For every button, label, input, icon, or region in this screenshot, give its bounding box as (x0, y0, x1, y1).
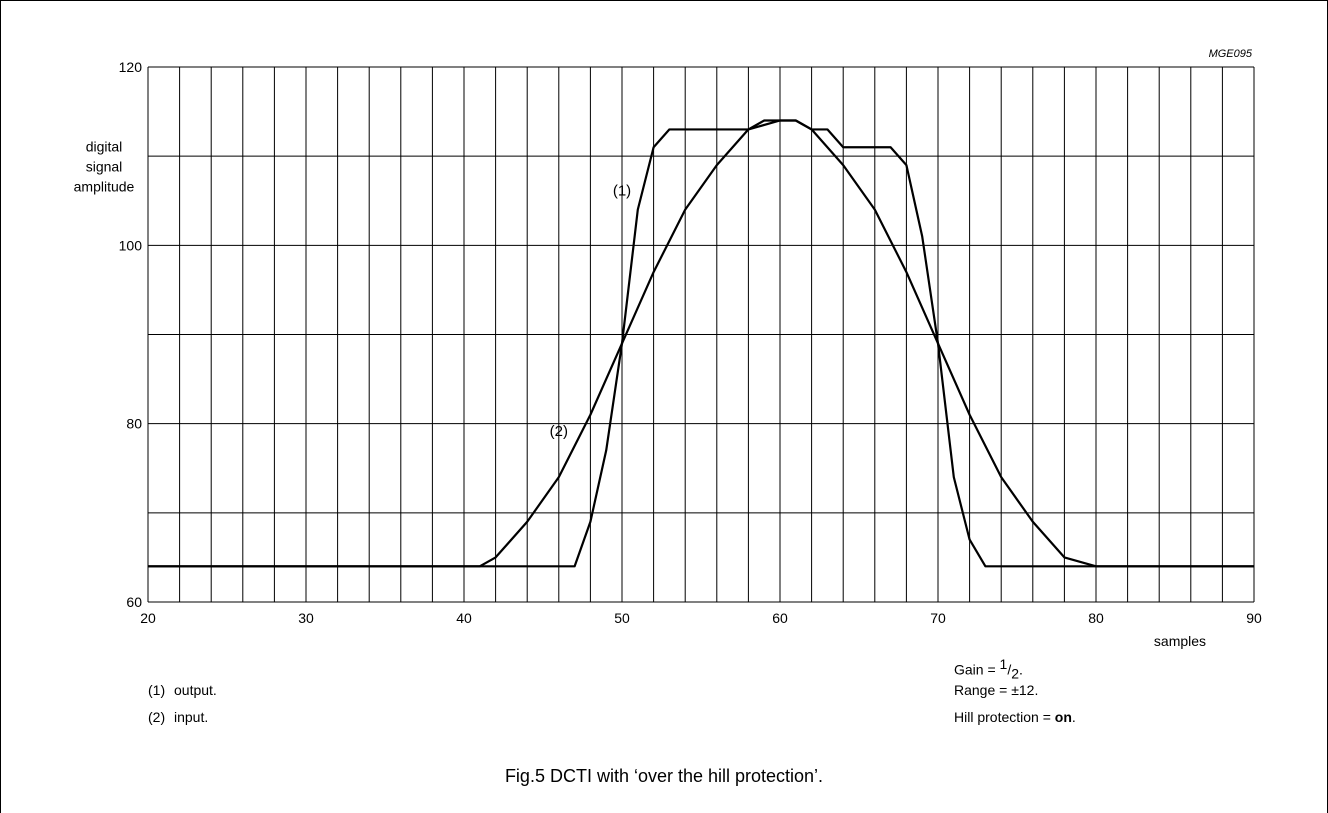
y-tick-label: 100 (119, 237, 143, 253)
chart-labels: 20 30 40 50 60 70 80 90 60 80 100 120 digital signal a… (74, 48, 1262, 649)
gain-prefix: Gain = (954, 661, 1000, 678)
gain-suffix: . (1019, 661, 1023, 678)
y-tick-label: 120 (119, 59, 143, 75)
y-axis-label: digital (86, 139, 123, 155)
x-tick-label: 80 (1088, 610, 1104, 626)
x-tick-label: 30 (298, 610, 314, 626)
chart-grid (147, 66, 1255, 603)
y-axis-label: signal (86, 159, 123, 175)
x-tick-label: 90 (1246, 610, 1262, 626)
legend-item-number: (1) (148, 682, 166, 698)
gain-parameter: Gain = 1/2. (954, 656, 1023, 682)
gain-numerator: 1 (999, 656, 1008, 672)
legend-item-output: (1) output. (148, 682, 217, 698)
x-tick-label: 40 (456, 610, 472, 626)
series-annotation-2: (2) (550, 423, 568, 440)
legend-item-input: (2) input. (148, 709, 208, 725)
hill-suffix: . (1071, 709, 1076, 725)
figure-code: MGE095 (1209, 48, 1253, 60)
y-axis-label: amplitude (74, 179, 135, 195)
hill-protection-parameter: Hill protection = on. (954, 709, 1076, 725)
legend-item-text: input. (174, 709, 209, 725)
gain-denominator: 2 (1011, 665, 1020, 682)
x-tick-label: 50 (614, 610, 630, 626)
x-axis-label: samples (1154, 633, 1206, 649)
hill-prefix: Hill protection = (954, 709, 1055, 725)
range-text: Range = ±12. (954, 682, 1039, 698)
chart-series (148, 119, 1254, 568)
legend-item-text: output. (174, 682, 217, 698)
series-line-2 (148, 119, 1254, 568)
y-tick-label: 80 (126, 416, 142, 432)
legend-item-number: (2) (148, 709, 166, 725)
x-tick-label: 70 (930, 610, 946, 626)
series-annotation-1: (1) (613, 182, 631, 199)
x-tick-label: 20 (140, 610, 156, 626)
figure-caption: Fig.5 DCTI with ‘over the hill protectio… (504, 766, 824, 786)
x-tick-label: 60 (772, 610, 788, 626)
range-parameter: Range = ±12. (954, 682, 1038, 698)
hill-value: on (1054, 709, 1072, 725)
y-tick-label: 60 (126, 594, 142, 610)
